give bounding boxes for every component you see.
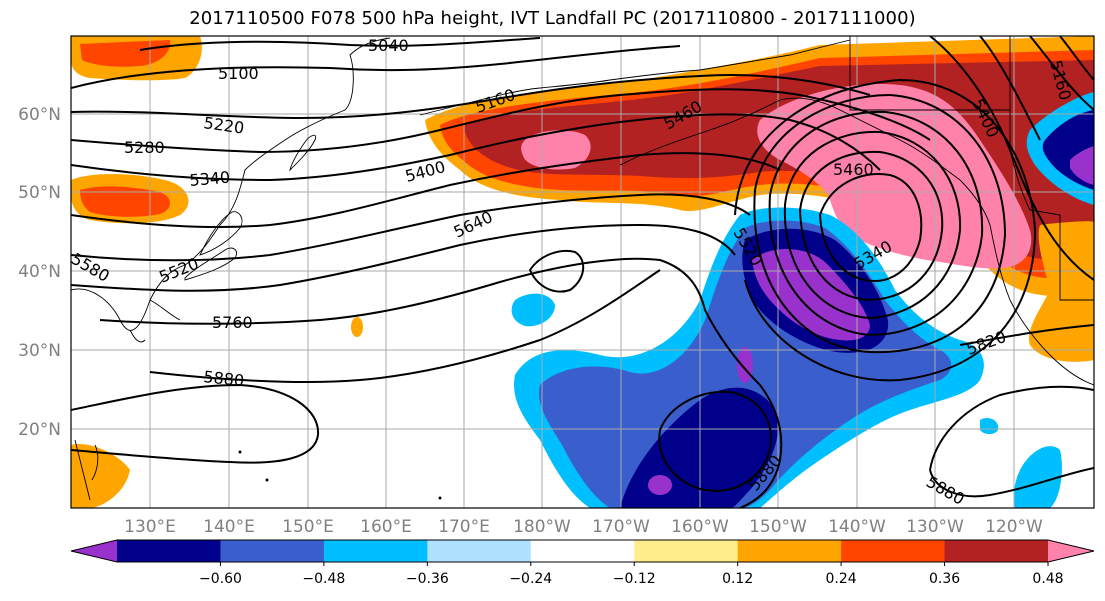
lon-label: 160°W <box>671 517 729 537</box>
longitude-labels: 130°E 140°E 150°E 160°E 170°E 180°W 170°… <box>124 517 1043 537</box>
lat-label: 20°N <box>18 420 61 440</box>
negative-ivt-field <box>511 92 1094 508</box>
colorbar-segment <box>530 540 635 562</box>
lon-label: 150°E <box>282 517 334 537</box>
colorbar-tick-label: 0.24 <box>826 571 857 587</box>
map-title: 2017110500 F078 500 hPa height, IVT Land… <box>189 8 916 29</box>
colorbar: −0.60 −0.48 −0.36 −0.24 −0.12 0.12 0.24 0.36 0.4… <box>70 539 1095 587</box>
lat-label: 30°N <box>18 341 61 361</box>
contour-label: 5880 <box>203 367 245 390</box>
colorbar-tick-label: −0.48 <box>302 571 345 587</box>
colorbar-tick-label: 0.48 <box>1032 571 1063 587</box>
colorbar-segment <box>634 540 739 562</box>
lon-label: 140°E <box>203 517 255 537</box>
colorbar-segment <box>841 540 946 562</box>
colorbar-outline <box>70 539 1095 563</box>
colorbar-tick-label: 0.12 <box>722 571 753 587</box>
lat-label: 60°N <box>18 105 61 125</box>
colorbar-tick-label: 0.36 <box>929 571 960 587</box>
colorbar-segment <box>220 540 325 562</box>
contour-label: 5760 <box>212 313 253 332</box>
lat-label: 40°N <box>18 262 61 282</box>
coastlines <box>71 36 1094 501</box>
lat-label: 50°N <box>18 183 61 203</box>
positive-ivt-field <box>71 36 1094 508</box>
contour-label: 5100 <box>218 64 259 83</box>
colorbar-tick-label: −0.60 <box>199 571 242 587</box>
contour-label: 5040 <box>368 36 409 55</box>
colorbar-segment <box>737 540 842 562</box>
colorbar-segment <box>117 540 221 562</box>
colorbar-tick-label: −0.12 <box>613 571 656 587</box>
latitude-labels: 60°N 50°N 40°N 30°N 20°N <box>18 105 61 440</box>
colorbar-segment <box>944 540 1049 562</box>
contour-label: 5460 <box>833 160 874 179</box>
contour-label: 5340 <box>189 168 231 190</box>
lon-label: 150°W <box>749 517 807 537</box>
lon-label: 140°W <box>828 517 886 537</box>
lon-label: 130°W <box>906 517 964 537</box>
map-panel: 5040 5100 5220 5280 5340 5160 5400 5460 … <box>70 35 1095 509</box>
colorbar-tick-label: −0.24 <box>509 571 552 587</box>
lon-label: 170°W <box>592 517 650 537</box>
colorbar-segment <box>323 540 428 562</box>
colorbar-extend-high <box>1048 540 1094 562</box>
lon-label: 170°E <box>438 517 490 537</box>
lon-label: 160°E <box>360 517 412 537</box>
lon-label: 130°E <box>124 517 176 537</box>
colorbar-extend-low <box>71 540 117 562</box>
height-contours <box>71 36 1094 508</box>
lon-label: 180°W <box>513 517 571 537</box>
contour-label: 5280 <box>124 138 165 157</box>
lon-label: 120°W <box>985 517 1043 537</box>
colorbar-tick-label: −0.36 <box>406 571 449 587</box>
colorbar-segment <box>427 540 532 562</box>
